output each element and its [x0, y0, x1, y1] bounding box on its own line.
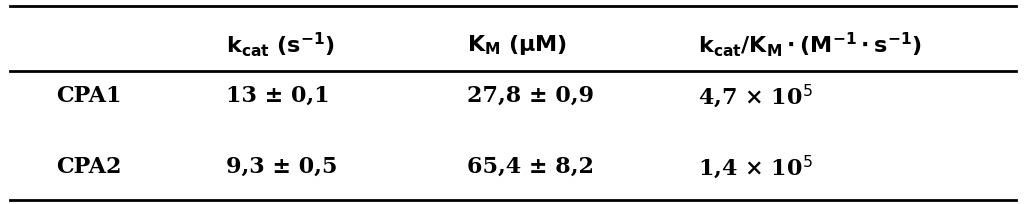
Text: 1,4 × 10$^{5}$: 1,4 × 10$^{5}$	[698, 153, 813, 181]
Text: CPA1: CPA1	[56, 85, 122, 107]
Text: 9,3 ± 0,5: 9,3 ± 0,5	[226, 156, 338, 178]
Text: $\mathbf{k_{cat}/K_{M}\cdot(M^{-1}\cdot s^{-1})}$: $\mathbf{k_{cat}/K_{M}\cdot(M^{-1}\cdot …	[698, 30, 921, 59]
Text: CPA2: CPA2	[56, 156, 122, 178]
Text: 27,8 ± 0,9: 27,8 ± 0,9	[467, 85, 594, 107]
Text: 4,7 × 10$^{5}$: 4,7 × 10$^{5}$	[698, 82, 813, 110]
Text: 13 ± 0,1: 13 ± 0,1	[226, 85, 329, 107]
Text: $\mathbf{K_{M}}$ $\mathbf{(\mu M)}$: $\mathbf{K_{M}}$ $\mathbf{(\mu M)}$	[467, 33, 567, 57]
Text: $\mathbf{k_{cat}}$ $\mathbf{(s^{-1})}$: $\mathbf{k_{cat}}$ $\mathbf{(s^{-1})}$	[226, 30, 334, 59]
Text: 65,4 ± 8,2: 65,4 ± 8,2	[467, 156, 594, 178]
